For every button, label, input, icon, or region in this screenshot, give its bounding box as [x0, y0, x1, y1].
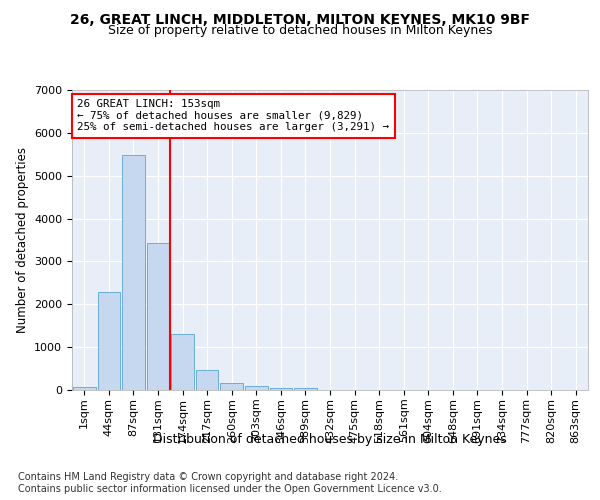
Bar — [73, 387, 95, 390]
Text: 26 GREAT LINCH: 153sqm
← 75% of detached houses are smaller (9,829)
25% of semi-: 26 GREAT LINCH: 153sqm ← 75% of detached… — [77, 99, 389, 132]
Bar — [98, 292, 120, 390]
Text: Distribution of detached houses by size in Milton Keynes: Distribution of detached houses by size … — [153, 432, 507, 446]
Text: Size of property relative to detached houses in Milton Keynes: Size of property relative to detached ho… — [108, 24, 492, 37]
Y-axis label: Number of detached properties: Number of detached properties — [16, 147, 29, 333]
Bar — [220, 383, 243, 390]
Bar — [294, 388, 317, 390]
Bar — [146, 242, 169, 390]
Bar — [171, 334, 194, 390]
Bar — [245, 386, 268, 390]
Text: 26, GREAT LINCH, MIDDLETON, MILTON KEYNES, MK10 9BF: 26, GREAT LINCH, MIDDLETON, MILTON KEYNE… — [70, 12, 530, 26]
Text: Contains HM Land Registry data © Crown copyright and database right 2024.: Contains HM Land Registry data © Crown c… — [18, 472, 398, 482]
Bar — [269, 388, 292, 390]
Bar — [122, 155, 145, 390]
Text: Contains public sector information licensed under the Open Government Licence v3: Contains public sector information licen… — [18, 484, 442, 494]
Bar — [196, 370, 218, 390]
